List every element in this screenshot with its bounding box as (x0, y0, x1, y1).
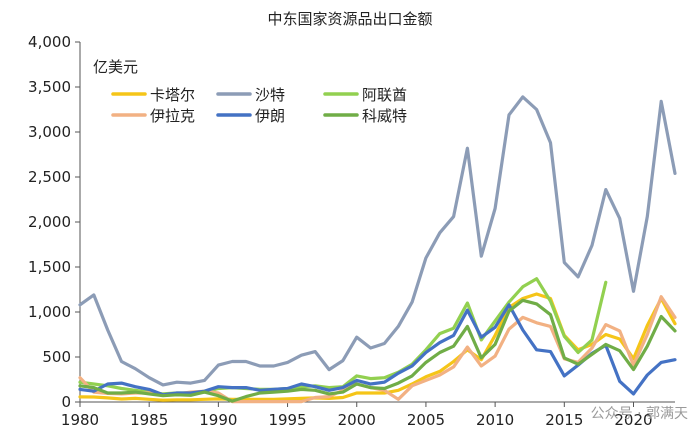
y-tick-label: 1,000 (28, 303, 71, 321)
series-line (78, 298, 677, 403)
y-tick-label: 4,000 (28, 33, 71, 51)
x-tick-label: 2020 (614, 411, 652, 429)
series-line (78, 303, 677, 397)
y-tick-label: 2,000 (28, 213, 71, 231)
legend-label: 卡塔尔 (150, 86, 195, 104)
series-line (78, 295, 677, 404)
legend-label: 科威特 (362, 107, 407, 125)
series-lines (78, 95, 677, 404)
y-tick-label: 0 (61, 393, 71, 411)
x-tick-label: 2010 (476, 411, 514, 429)
x-tick-label: 1995 (268, 411, 306, 429)
x-tick-label: 2015 (545, 411, 583, 429)
axes: 0 500 1,000 1,500 2,000 2,500 3,000 3,500 4,000 1… (28, 33, 675, 429)
chart-title: 中东国家资源品出口金额 (267, 10, 433, 28)
watermark: 公众号 · 郭满天 (590, 406, 688, 422)
y-tick-label: 3,500 (28, 78, 71, 96)
y-tick-label: 3,000 (28, 123, 71, 141)
series-line (78, 95, 677, 387)
legend-label: 沙特 (255, 86, 285, 104)
legend-label: 伊朗 (255, 107, 285, 125)
y-tick-label: 2,500 (28, 168, 71, 186)
y-tick-label: 500 (42, 348, 71, 366)
x-tick-label: 1985 (130, 411, 168, 429)
y-unit-label: 亿美元 (93, 58, 139, 76)
x-tick-label: 1990 (199, 411, 237, 429)
legend-label: 阿联酋 (362, 86, 407, 104)
x-tick-label: 2000 (338, 411, 376, 429)
x-tick-label: 1980 (61, 411, 99, 429)
legend-label: 伊拉克 (150, 107, 195, 125)
y-tick-label: 1,500 (28, 258, 71, 276)
x-tick-label: 2005 (407, 411, 445, 429)
